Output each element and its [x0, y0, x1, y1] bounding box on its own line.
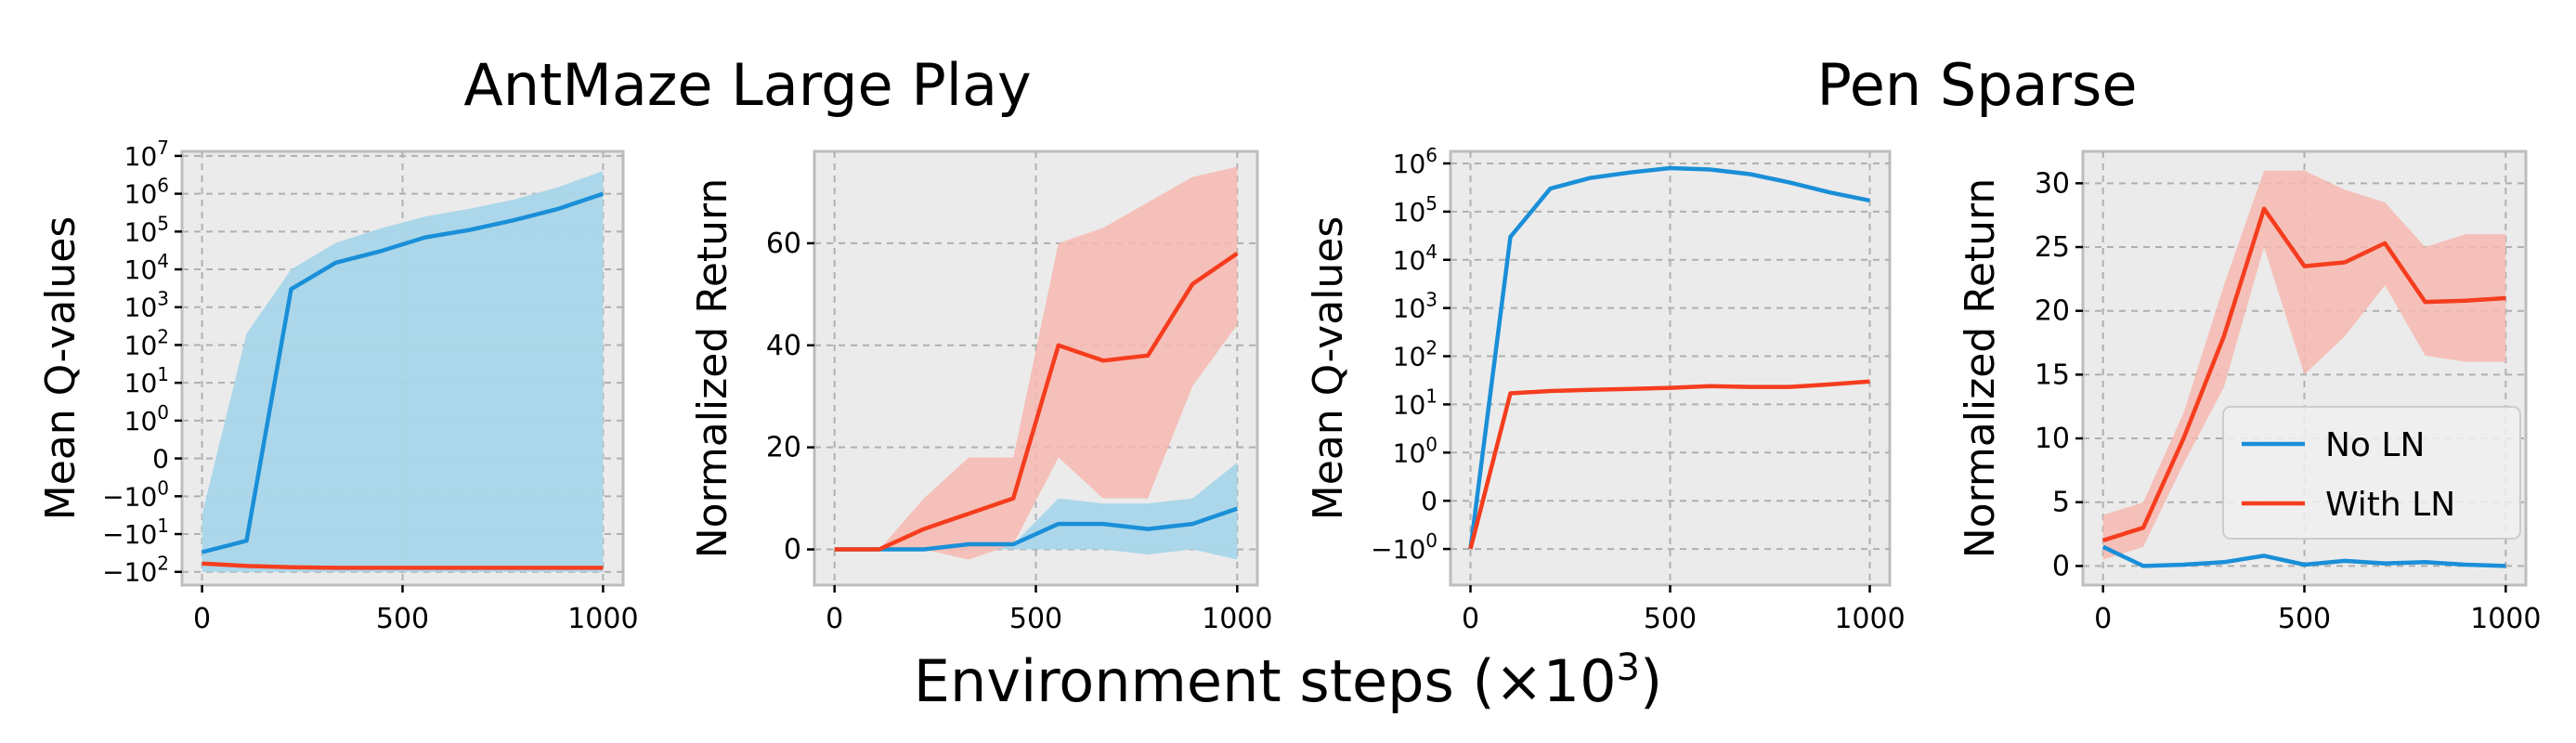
x-tick-label: 1000	[1202, 603, 1272, 635]
y-tick-label: 104	[1393, 241, 1438, 276]
plot-series	[834, 166, 1239, 560]
y-tick-label: 106	[1393, 144, 1438, 179]
y-tick-label: 102	[124, 325, 169, 360]
y-tick-label: 105	[1393, 192, 1438, 228]
legend-box	[2222, 406, 2521, 540]
y-axis-label: Normalized Return	[689, 178, 736, 559]
y-tick-label: −102	[102, 553, 169, 588]
panel-2: 0 20 40 60 0 500 1000 Normalized Return	[689, 150, 1272, 635]
y-tick-label: 15	[2035, 358, 2070, 391]
y-tick-label: 106	[124, 175, 169, 210]
series-line-no-ln	[1468, 165, 1870, 550]
y-tick-label: 20	[2035, 295, 2070, 328]
y-tick-label: 0	[2052, 550, 2070, 582]
panel-4: 0 5 10 15 20 25 30 0 500 1000 Normalized Return No …	[1957, 150, 2541, 635]
series-line-with-ln	[2102, 206, 2506, 543]
x-tick-label: 0	[2094, 603, 2112, 635]
y-tick-label: 60	[766, 228, 801, 260]
panel-3: −100 0 100 101 102 103 104 105 106 0 500 1000 Mean Q…	[1305, 144, 1906, 635]
y-tick-label: 104	[124, 250, 169, 285]
x-tick-label: 500	[2278, 603, 2331, 635]
legend: No LN With LN	[2222, 406, 2521, 540]
x-tick-label: 1000	[567, 603, 638, 635]
y-tick-label: 40	[766, 330, 801, 362]
confidence-band-with-ln	[834, 166, 1238, 560]
group-title-antmaze: AntMaze Large Play	[463, 51, 1031, 119]
y-tick-label: −100	[1371, 529, 1438, 565]
x-tick-label: 0	[1462, 603, 1479, 635]
plot-series	[1468, 165, 1870, 550]
confidence-band-no-ln	[202, 171, 604, 572]
y-tick-label: 5	[2052, 487, 2070, 519]
x-axis-label: Environment steps (×103)	[914, 646, 1662, 715]
y-tick-label: 100	[1393, 433, 1438, 468]
confidence-band-with-ln	[2102, 170, 2506, 560]
legend-label: No LN	[2325, 426, 2425, 464]
plot-series	[202, 171, 605, 572]
legend-label: With LN	[2325, 486, 2455, 524]
x-tick-label: 1000	[2470, 603, 2541, 635]
y-tick-label: −101	[102, 515, 169, 550]
y-tick-label: 107	[124, 137, 169, 172]
y-tick-label: 103	[124, 288, 169, 323]
confidence-band-no-ln	[834, 463, 1238, 560]
y-tick-label: 0	[152, 444, 169, 475]
y-tick-label: 30	[2035, 167, 2070, 200]
y-tick-label: 10	[2035, 423, 2070, 455]
x-tick-label: 0	[193, 603, 211, 635]
y-axis-label: Mean Q-values	[37, 216, 85, 521]
series-line-with-ln	[1468, 379, 1870, 550]
y-tick-label: 0	[784, 534, 801, 567]
x-tick-label: 0	[826, 603, 843, 635]
y-tick-label: 100	[124, 401, 169, 437]
y-axis-label: Mean Q-values	[1305, 216, 1352, 521]
y-tick-label: 0	[1421, 486, 1438, 516]
series-line-no-ln	[2101, 544, 2506, 568]
series-line-with-ln	[202, 561, 604, 570]
y-tick-label: 105	[124, 212, 169, 247]
y-tick-label: 103	[1393, 289, 1438, 324]
group-title-pen: Pen Sparse	[1817, 51, 2138, 119]
plot-series	[2101, 170, 2506, 568]
y-tick-label: 25	[2035, 231, 2070, 264]
y-tick-label: 101	[124, 363, 169, 398]
series-line-no-ln	[202, 191, 605, 554]
series-line-with-ln	[834, 252, 1239, 552]
y-axis-label: Normalized Return	[1957, 178, 2004, 559]
x-tick-label: 1000	[1834, 603, 1905, 635]
series-line-no-ln	[834, 506, 1239, 552]
x-tick-label: 500	[1644, 603, 1697, 635]
y-tick-label: −100	[102, 476, 169, 512]
x-tick-label: 500	[1009, 603, 1062, 635]
y-tick-label: 102	[1393, 337, 1438, 372]
x-tick-label: 500	[376, 603, 429, 635]
y-tick-label: 20	[766, 432, 801, 464]
y-tick-label: 101	[1393, 385, 1438, 420]
